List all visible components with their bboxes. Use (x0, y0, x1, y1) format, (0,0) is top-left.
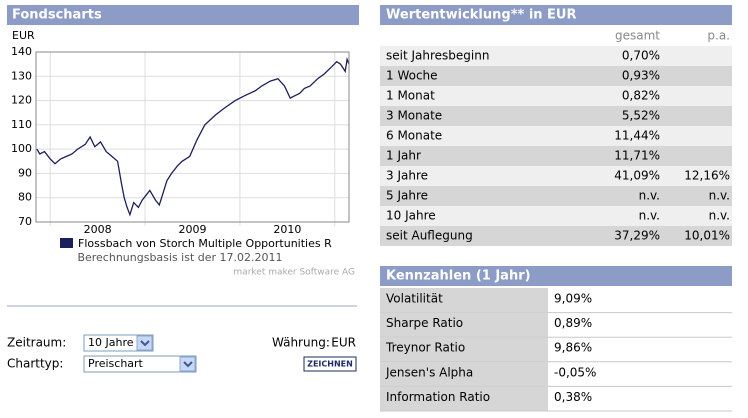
table-row (380, 146, 732, 166)
row-label: seit Auflegung (386, 229, 473, 243)
select-arrow[interactable] (179, 356, 196, 372)
panel-title: Wertentwicklung** in EUR (386, 8, 577, 23)
y-tick-label: 130 (11, 69, 32, 82)
y-tick-label: 140 (11, 45, 32, 58)
table-row (380, 46, 732, 66)
y-tick-label: 120 (11, 94, 32, 107)
row-label: Sharpe Ratio (386, 316, 463, 330)
panel-header (380, 5, 732, 25)
select[interactable] (83, 355, 197, 373)
table-row (380, 186, 732, 206)
label-cell (380, 337, 548, 362)
panel-header (380, 266, 732, 286)
cell-value: 41,09% (614, 169, 660, 183)
label-cell (380, 288, 548, 313)
panel-title: Fondscharts (12, 8, 102, 23)
cell-value: 9,09% (554, 292, 592, 306)
row-label: Treynor Ratio (385, 341, 465, 355)
form-label: Währung: (272, 336, 330, 350)
cell-value: 0,89% (554, 316, 592, 330)
select-value: 10 Jahre (88, 336, 134, 349)
row-label: 5 Jahre (386, 189, 428, 203)
cell-value: n.v. (709, 189, 730, 203)
table-row (380, 206, 732, 226)
cell-value: 0,70% (622, 49, 660, 63)
label-cell (380, 386, 548, 411)
cell-value: 0,93% (622, 69, 660, 83)
y-tick-label: 110 (11, 118, 32, 131)
x-tick-label: 2010 (273, 223, 301, 236)
cell-value: 10,01% (684, 229, 730, 243)
label-cell (380, 312, 548, 338)
row-label: Jensen's Alpha (385, 365, 473, 379)
legend-label: Flossbach von Storch Multiple Opportunit… (78, 237, 332, 250)
table-row (380, 106, 732, 126)
row-label: 6 Monate (386, 129, 442, 143)
row-label: Information Ratio (386, 390, 490, 404)
column-header: gesamt (615, 29, 660, 43)
table-row (380, 166, 732, 186)
label-cell (380, 361, 548, 387)
cell-value: 0,38% (554, 390, 592, 404)
cell-value: 37,29% (614, 229, 660, 243)
button-label: ZEICHNEN (307, 360, 353, 369)
column-header: p.a. (707, 29, 730, 43)
table-row (380, 86, 732, 106)
table-row (380, 226, 732, 246)
row-label: seit Jahresbeginn (386, 49, 489, 63)
line-series (36, 56, 350, 217)
y-axis-label: EUR (12, 29, 35, 42)
arrow-icon (140, 340, 150, 347)
cell-value: 0,82% (622, 89, 660, 103)
plot-frame (35, 51, 350, 223)
row-label: 1 Jahr (386, 149, 421, 163)
select-arrow[interactable] (136, 335, 153, 351)
form-label: Charttyp: (7, 357, 63, 371)
y-tick-label: 90 (18, 166, 32, 179)
cell-value: -0,05% (554, 365, 596, 379)
legend-swatch (60, 238, 73, 248)
row-label: 1 Monat (386, 89, 435, 103)
form-value: EUR (331, 336, 356, 350)
button[interactable] (303, 356, 357, 372)
cell-value: 9,86% (554, 341, 592, 355)
table-row (380, 126, 732, 146)
select-value: Preischart (88, 357, 144, 370)
y-tick-label: 100 (11, 142, 32, 155)
chart-subtitle: Berechnungsbasis ist der 17.02.2011 (77, 251, 282, 264)
cell-value: 11,71% (614, 149, 660, 163)
plot-area (35, 51, 350, 223)
x-tick-label: 2009 (179, 223, 207, 236)
cell-value: 12,16% (684, 169, 730, 183)
row-label: Volatilität (386, 292, 443, 306)
form-label: Zeitraum: (7, 336, 66, 350)
table-row (380, 66, 732, 86)
panel-title: Kennzahlen (1 Jahr) (386, 269, 531, 284)
source: market maker Software AG (233, 268, 355, 278)
arrow-icon (183, 361, 193, 368)
row-label: 3 Jahre (386, 169, 428, 183)
row-label: 3 Monate (386, 109, 442, 123)
cell-value: n.v. (639, 209, 660, 223)
cell-value: 11,44% (614, 129, 660, 143)
row-label: 1 Woche (386, 69, 438, 83)
select[interactable] (83, 334, 154, 352)
row-label: 10 Jahre (386, 209, 436, 223)
y-tick-label: 70 (18, 215, 32, 228)
x-tick-label: 2008 (84, 223, 112, 236)
cell-value: n.v. (639, 189, 660, 203)
cell-value: n.v. (709, 209, 730, 223)
cell-value: 5,52% (622, 109, 660, 123)
y-tick-label: 80 (18, 191, 32, 204)
panel-header (7, 5, 359, 25)
